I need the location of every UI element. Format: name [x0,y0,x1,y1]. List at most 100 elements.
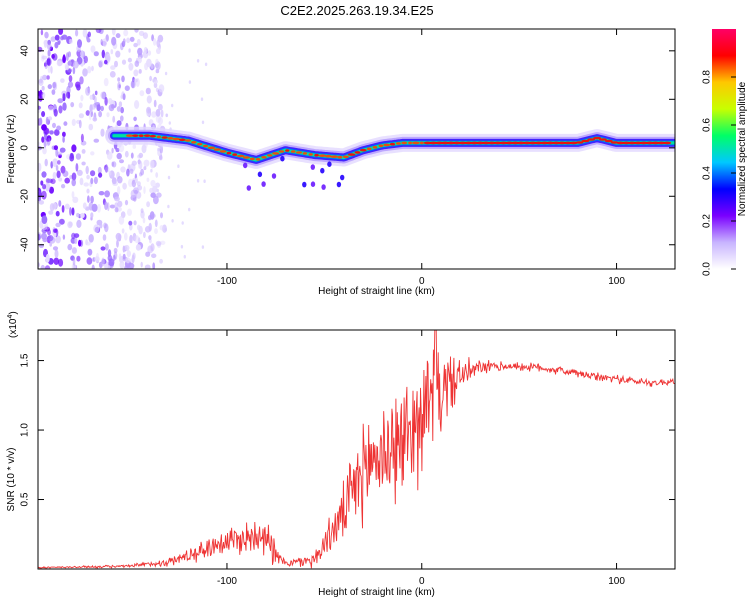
noise-speckle [87,31,92,38]
noise-speckle [50,36,57,42]
track-hotspot [360,148,367,152]
track-hotspot [213,148,221,151]
noise-speckle [137,47,143,56]
noise-speckle [54,249,59,259]
noise-speckle [137,159,141,165]
noise-speckle [143,46,148,54]
track-hotspot [639,141,648,145]
spectrogram-x-tick-label: 100 [608,276,625,287]
track-side-blob [246,185,251,191]
noise-speckle [143,166,147,171]
spectrogram-y-tick-label: 0 [20,145,31,151]
noise-speckle [86,188,90,194]
noise-speckle [76,255,81,262]
noise-speckle [77,39,82,48]
noise-speckle [107,265,111,269]
noise-speckle [100,105,104,112]
track-hotspot [534,141,543,145]
noise-speckle [118,215,125,225]
track-hotspot [314,153,319,157]
noise-speckle [112,115,116,123]
track-hotspot [278,150,285,153]
noise-speckle [114,207,119,213]
noise-speckle [121,75,125,83]
track-hotspot [505,141,514,145]
noise-speckle [56,60,63,67]
noise-speckle [93,51,99,57]
sparse-speckle [188,207,191,212]
noise-speckle [148,235,152,241]
noise-speckle [155,240,162,247]
noise-speckle [66,91,70,99]
noise-speckle [127,57,132,63]
noise-speckle [151,253,157,259]
spectrogram-x-tick-label: 0 [419,276,425,287]
track-hotspot [482,141,490,145]
track-side-blob [243,162,248,169]
noise-speckle [80,50,85,58]
snr-panel: -100 0 100 0.5 1.0 1.5 Height of straight lin… [6,311,676,598]
spectrogram-x-tick-label: -100 [217,276,237,287]
noise-speckle [138,152,144,158]
noise-speckle [49,203,55,212]
noise-speckle [86,257,93,265]
noise-speckle [156,47,161,55]
noise-speckle [88,123,94,131]
track-hotspot [563,141,572,145]
noise-speckle [54,34,60,41]
noise-speckle [38,162,42,172]
noise-speckle [91,203,98,212]
noise-speckle [97,166,102,175]
noise-speckle [87,195,90,203]
track-side-blob [271,173,277,179]
noise-speckle [133,116,137,122]
track-hotspot [342,155,349,159]
track-hotspot [172,137,180,141]
sparse-speckle [164,71,168,76]
noise-speckle [67,60,72,66]
track-hotspot [546,141,555,145]
noise-speckle [82,68,88,77]
track-hotspot [219,150,227,153]
noise-speckle [40,29,44,36]
track-side-blob [261,181,266,187]
noise-speckle [90,151,95,156]
noise-speckle [123,29,129,37]
noise-speckle [41,171,47,178]
sparse-speckle [167,204,170,209]
track-hotspot [552,141,561,145]
noise-speckle [87,248,93,256]
noise-speckle [134,100,140,109]
noise-speckle [45,253,50,263]
noise-speckle [116,239,119,248]
noise-speckle [57,160,61,165]
track-hotspot [598,138,607,141]
colorbar-tick-label: 0.6 [702,118,713,132]
noise-speckle [64,64,70,71]
noise-speckle [51,89,56,95]
noise-speckle [72,66,76,75]
track-hotspot [540,141,549,145]
noise-speckle [150,159,155,169]
track-hotspot [272,152,280,155]
noise-speckle [40,75,43,84]
noise-speckle [98,61,103,68]
noise-speckle [62,55,67,64]
noise-speckle [126,250,131,258]
noise-speckle [104,201,108,210]
track-side-blob [336,181,342,188]
noise-speckle [67,243,73,251]
noise-speckle [55,222,61,228]
noise-speckle [54,129,60,136]
noise-speckle [38,117,43,126]
noise-speckle [146,58,152,68]
noise-speckle [124,85,130,91]
noise-speckle [124,265,130,269]
noise-speckle [96,219,103,226]
noise-speckle [61,205,65,213]
track-hotspot [226,151,232,155]
noise-speckle [122,245,126,253]
noise-speckle [53,228,58,234]
noise-speckle [52,246,59,251]
noise-speckle [108,258,115,267]
